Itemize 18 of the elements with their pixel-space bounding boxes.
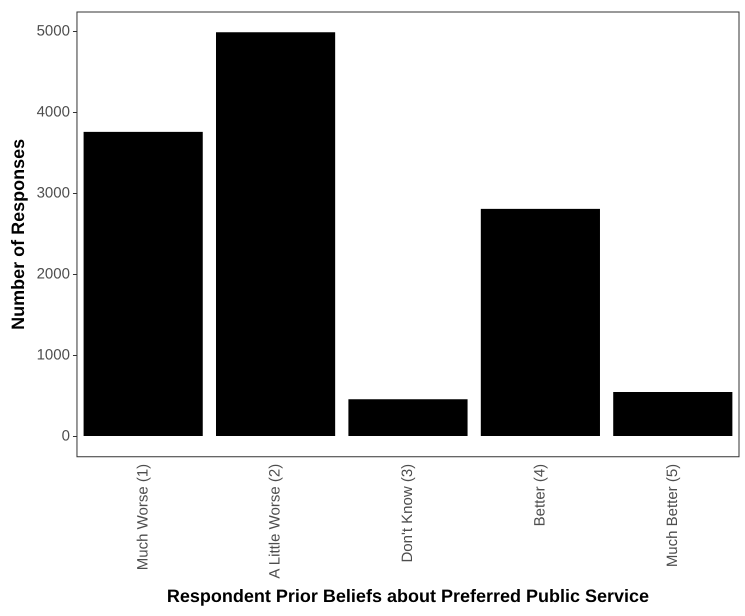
- y-tick-label: 1000: [36, 346, 70, 364]
- bar: [348, 399, 468, 436]
- x-tick-label: Better (4): [532, 464, 549, 526]
- x-axis-title: Respondent Prior Beliefs about Preferred Public Service: [166, 586, 650, 606]
- y-tick-label: 2000: [36, 266, 70, 283]
- bar: [216, 32, 336, 436]
- y-tick-label: 0: [62, 428, 70, 445]
- x-tick-label: Much Better (5): [664, 464, 681, 568]
- x-tick-label: A Little Worse (2): [266, 464, 284, 579]
- y-tick-label: 5000: [36, 22, 70, 40]
- y-axis-title: Number of Responses: [8, 138, 28, 330]
- bar: [84, 132, 203, 436]
- bar: [480, 208, 600, 436]
- y-tick-label: 4000: [36, 104, 70, 121]
- x-tick-label: Much Worse (1): [134, 464, 152, 570]
- x-tick-label: Don't Know (3): [399, 464, 416, 563]
- bar: [613, 392, 732, 436]
- y-tick-label: 3000: [36, 184, 70, 202]
